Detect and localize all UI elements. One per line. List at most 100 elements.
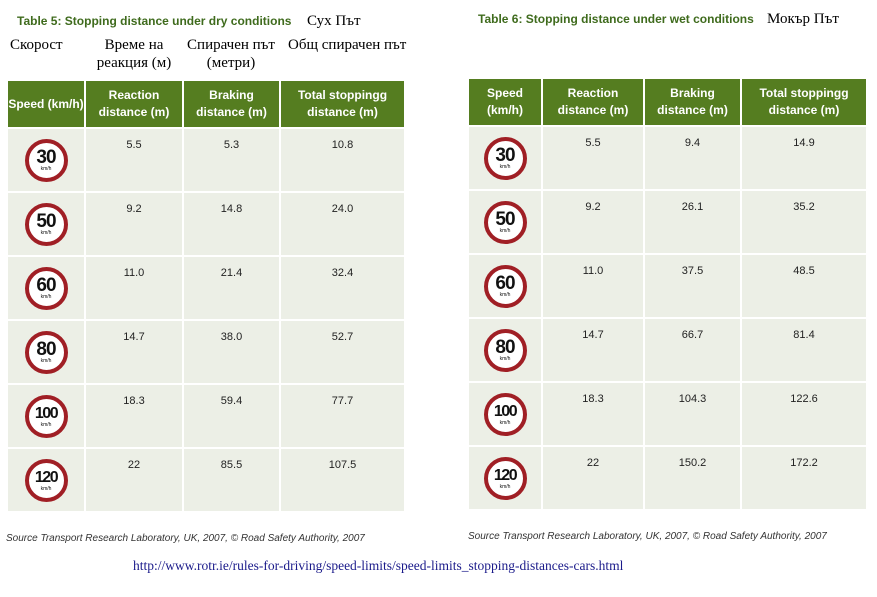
speed-limit-sign-icon: 30 km/h — [483, 136, 527, 180]
total-cell: 10.8 — [281, 129, 404, 191]
total-cell: 77.7 — [281, 385, 404, 447]
header-speed: Speed (km/h) — [469, 79, 541, 125]
sign-unit: km/h — [499, 163, 511, 170]
header-total: Total stoppingg distance (m) — [742, 79, 866, 125]
reaction-cell: 5.5 — [86, 129, 182, 191]
wet-table-caption: Table 6: Stopping distance under wet con… — [478, 12, 754, 26]
braking-cell: 66.7 — [645, 319, 740, 381]
table-row: 100 km/h 18.3 104.3 122.6 — [469, 383, 866, 445]
total-cell: 32.4 — [281, 257, 404, 319]
wet-source-note: Source Transport Research Laboratory, UK… — [468, 531, 827, 542]
speed-value: 50 — [36, 210, 56, 232]
speed-limit-sign-icon: 120 km/h — [24, 458, 68, 502]
braking-cell: 59.4 — [184, 385, 279, 447]
source-url-link[interactable]: http://www.rotr.ie/rules-for-driving/spe… — [133, 558, 624, 573]
total-cell: 122.6 — [742, 383, 866, 445]
reaction-cell: 18.3 — [543, 383, 643, 445]
speed-value: 60 — [36, 274, 56, 296]
speed-value: 80 — [495, 336, 515, 358]
bg-header-braking: Спирачен път (метри) — [187, 37, 275, 71]
table-row: 50 km/h 9.2 26.1 35.2 — [469, 191, 866, 253]
table-row: 80 km/h 14.7 38.0 52.7 — [8, 321, 404, 383]
table-row: 60 km/h 11.0 21.4 32.4 — [8, 257, 404, 319]
speed-value: 120 — [493, 466, 518, 484]
braking-cell: 21.4 — [184, 257, 279, 319]
reaction-cell: 18.3 — [86, 385, 182, 447]
total-cell: 14.9 — [742, 127, 866, 189]
speed-limit-sign-icon: 100 km/h — [24, 394, 68, 438]
header-reaction: Reaction distance (m) — [86, 81, 182, 127]
header-reaction: Reaction distance (m) — [543, 79, 643, 125]
reaction-cell: 9.2 — [543, 191, 643, 253]
reaction-cell: 22 — [543, 447, 643, 509]
bg-header-reaction: Време на реакция (м) — [96, 37, 172, 71]
braking-cell: 38.0 — [184, 321, 279, 383]
speed-limit-sign-icon: 60 km/h — [24, 266, 68, 310]
speed-limit-sign-icon: 120 km/h — [483, 456, 527, 500]
sign-unit: km/h — [40, 165, 52, 172]
speed-limit-sign-icon: 100 km/h — [483, 392, 527, 436]
reaction-cell: 11.0 — [543, 255, 643, 317]
table-row: 30 km/h 5.5 5.3 10.8 — [8, 129, 404, 191]
table-row: 30 km/h 5.5 9.4 14.9 — [469, 127, 866, 189]
speed-limit-sign-icon: 50 km/h — [24, 202, 68, 246]
braking-cell: 104.3 — [645, 383, 740, 445]
total-cell: 35.2 — [742, 191, 866, 253]
speed-limit-sign-icon: 60 km/h — [483, 264, 527, 308]
sign-unit: km/h — [40, 357, 52, 364]
wet-stopping-table: Speed (km/h) Reaction distance (m) Braki… — [467, 77, 868, 511]
table-row: 120 km/h 22 150.2 172.2 — [469, 447, 866, 509]
dry-bg-title: Сух Път — [307, 13, 361, 29]
speed-limit-sign-icon: 80 km/h — [24, 330, 68, 374]
sign-unit: km/h — [40, 293, 52, 300]
bg-header-total: Общ спирачен път — [288, 37, 407, 53]
total-cell: 24.0 — [281, 193, 404, 255]
total-cell: 52.7 — [281, 321, 404, 383]
sign-unit: km/h — [499, 419, 511, 426]
braking-cell: 14.8 — [184, 193, 279, 255]
sign-unit: km/h — [40, 229, 52, 236]
reaction-cell: 14.7 — [543, 319, 643, 381]
speed-value: 100 — [34, 404, 59, 422]
speed-value: 120 — [34, 468, 59, 486]
dry-table-caption: Table 5: Stopping distance under dry con… — [17, 14, 292, 28]
reaction-cell: 14.7 — [86, 321, 182, 383]
braking-cell: 37.5 — [645, 255, 740, 317]
braking-cell: 5.3 — [184, 129, 279, 191]
header-braking: Braking distance (m) — [184, 81, 279, 127]
table-row: 50 km/h 9.2 14.8 24.0 — [8, 193, 404, 255]
speed-value: 30 — [495, 144, 515, 166]
header-speed: Speed (km/h) — [8, 81, 84, 127]
total-cell: 107.5 — [281, 449, 404, 511]
sign-unit: km/h — [499, 355, 511, 362]
sign-unit: km/h — [40, 485, 52, 492]
header-braking: Braking distance (m) — [645, 79, 740, 125]
dry-stopping-table: Speed (km/h) Reaction distance (m) Braki… — [6, 79, 406, 513]
speed-limit-sign-icon: 50 km/h — [483, 200, 527, 244]
dry-source-note: Source Transport Research Laboratory, UK… — [6, 533, 365, 544]
table-row: 80 km/h 14.7 66.7 81.4 — [469, 319, 866, 381]
speed-limit-sign-icon: 80 km/h — [483, 328, 527, 372]
total-cell: 81.4 — [742, 319, 866, 381]
total-cell: 48.5 — [742, 255, 866, 317]
sign-unit: km/h — [499, 483, 511, 490]
wet-bg-title: Мокър Път — [767, 11, 839, 27]
braking-cell: 9.4 — [645, 127, 740, 189]
bg-header-speed: Скорост — [10, 37, 63, 53]
sign-unit: km/h — [499, 227, 511, 234]
sign-unit: km/h — [499, 291, 511, 298]
braking-cell: 26.1 — [645, 191, 740, 253]
reaction-cell: 22 — [86, 449, 182, 511]
braking-cell: 150.2 — [645, 447, 740, 509]
table-row: 120 km/h 22 85.5 107.5 — [8, 449, 404, 511]
total-cell: 172.2 — [742, 447, 866, 509]
speed-value: 80 — [36, 338, 56, 360]
sign-unit: km/h — [40, 421, 52, 428]
header-total: Total stoppingg distance (m) — [281, 81, 404, 127]
table-row: 60 km/h 11.0 37.5 48.5 — [469, 255, 866, 317]
speed-value: 50 — [495, 208, 515, 230]
speed-limit-sign-icon: 30 km/h — [24, 138, 68, 182]
table-row: 100 km/h 18.3 59.4 77.7 — [8, 385, 404, 447]
speed-value: 60 — [495, 272, 515, 294]
reaction-cell: 5.5 — [543, 127, 643, 189]
